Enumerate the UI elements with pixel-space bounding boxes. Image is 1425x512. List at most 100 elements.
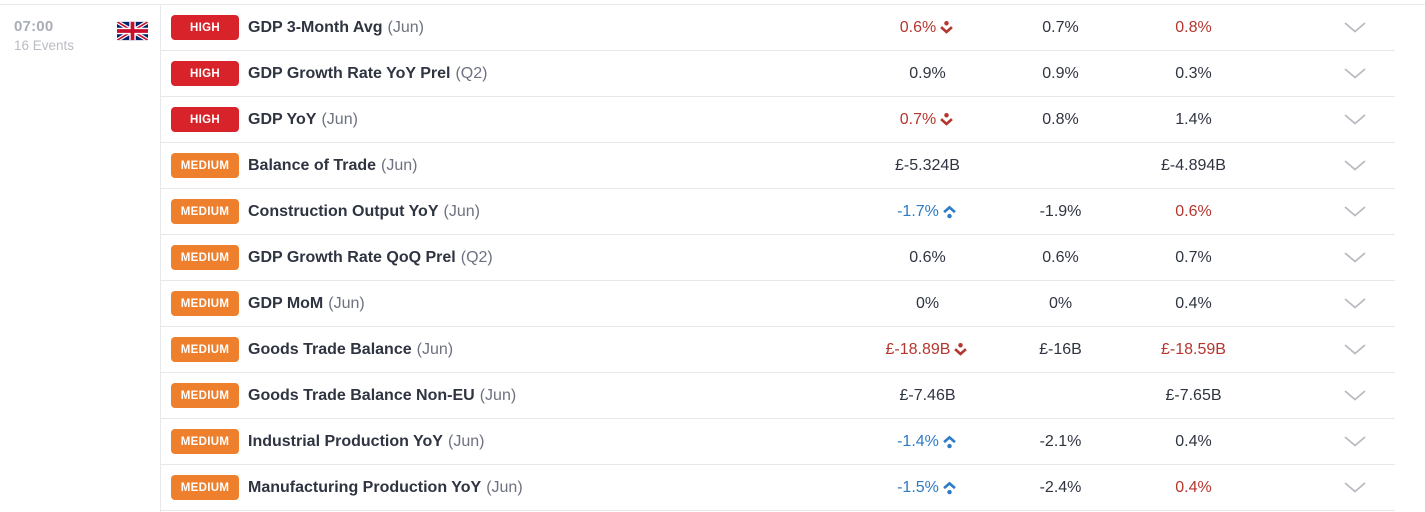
importance-badge: MEDIUM <box>171 475 239 500</box>
event-name: Goods Trade Balance (Jun) <box>248 341 861 359</box>
event-row[interactable]: HIGH GDP Growth Rate YoY Prel (Q2) 0.9% 0… <box>161 51 1395 97</box>
previous-value: 0.7% <box>1175 248 1212 266</box>
event-row[interactable]: MEDIUM Industrial Production YoY (Jun) -1… <box>161 419 1395 465</box>
previous-value: 0.4% <box>1175 432 1212 450</box>
previous-value: 0.8% <box>1175 18 1212 36</box>
importance-badge: MEDIUM <box>171 291 239 316</box>
trend-up-arrow-icon <box>941 203 958 220</box>
event-title: GDP YoY <box>248 110 317 128</box>
actual-value-text: £-5.324B <box>895 156 960 174</box>
consensus-value: 0% <box>1048 294 1073 312</box>
actual-value: -1.7% <box>861 203 994 221</box>
actual-value: -1.4% <box>861 433 994 451</box>
event-period: (Jun) <box>486 478 523 496</box>
event-row[interactable]: MEDIUM Goods Trade Balance (Jun) £-18.89B… <box>161 327 1395 373</box>
actual-value-text: -1.4% <box>897 432 939 450</box>
event-period: (Q2) <box>460 248 493 266</box>
previous-value: 0.6% <box>1175 202 1212 220</box>
previous-value: £-4.894B <box>1161 156 1226 174</box>
event-rows-list: HIGH GDP 3-Month Avg (Jun) 0.6% 0.7% 0.8%… <box>161 5 1395 512</box>
chevron-down-icon[interactable] <box>1343 435 1367 448</box>
chevron-down-icon[interactable] <box>1343 297 1367 310</box>
consensus-value: -2.4% <box>1039 478 1082 496</box>
trend-down-arrow-icon <box>938 111 955 128</box>
event-name: Goods Trade Balance Non-EU (Jun) <box>248 387 861 405</box>
actual-value-text: 0.9% <box>909 64 946 82</box>
consensus-value: £-16B <box>1039 340 1082 358</box>
time-group-cell: 07:00 16 Events <box>0 5 161 512</box>
event-title: Balance of Trade <box>248 156 377 174</box>
chevron-down-icon[interactable] <box>1343 113 1367 126</box>
consensus-value: 0.7% <box>1042 18 1079 36</box>
event-period: (Jun) <box>447 432 485 450</box>
previous-value: 0.4% <box>1175 294 1212 312</box>
actual-value: £-7.46B <box>861 387 994 405</box>
event-row[interactable]: HIGH GDP 3-Month Avg (Jun) 0.6% 0.7% 0.8% <box>161 5 1395 51</box>
chevron-down-icon[interactable] <box>1343 481 1367 494</box>
previous-value: 1.4% <box>1175 110 1212 128</box>
actual-value: £-5.324B <box>861 157 994 175</box>
event-name: GDP Growth Rate YoY Prel (Q2) <box>248 65 861 83</box>
actual-value-text: £-18.89B <box>885 340 951 358</box>
trend-down-arrow-icon <box>938 19 955 36</box>
event-period: (Jun) <box>328 294 365 312</box>
consensus-value: -1.9% <box>1039 202 1082 220</box>
event-period: (Jun) <box>443 202 480 220</box>
actual-value: £-18.89B <box>861 341 994 359</box>
actual-value-text: 0% <box>915 294 940 312</box>
event-title: Goods Trade Balance <box>248 340 412 358</box>
importance-badge: MEDIUM <box>171 245 239 270</box>
event-row[interactable]: MEDIUM Construction Output YoY (Jun) -1.7… <box>161 189 1395 235</box>
actual-value: -1.5% <box>861 479 994 497</box>
event-title: GDP 3-Month Avg <box>248 18 383 36</box>
event-row[interactable]: HIGH GDP YoY (Jun) 0.7% 0.8% 1.4% <box>161 97 1395 143</box>
event-title: GDP Growth Rate YoY Prel <box>248 64 451 82</box>
chevron-down-icon[interactable] <box>1343 159 1367 172</box>
event-title: Manufacturing Production YoY <box>248 478 482 496</box>
event-title: Goods Trade Balance Non-EU <box>248 386 475 404</box>
previous-value: £-7.65B <box>1165 386 1222 404</box>
chevron-down-icon[interactable] <box>1343 389 1367 402</box>
importance-badge: MEDIUM <box>171 199 239 224</box>
previous-value: £-18.59B <box>1161 340 1226 358</box>
actual-value-text: 0.6% <box>899 18 937 36</box>
trend-down-arrow-icon <box>952 341 969 358</box>
time-label: 07:00 <box>14 18 54 35</box>
event-row[interactable]: MEDIUM GDP MoM (Jun) 0% 0% 0.4% <box>161 281 1395 327</box>
event-title: GDP MoM <box>248 294 324 312</box>
event-count: 16 Events <box>14 38 75 53</box>
actual-value: 0.6% <box>861 19 994 37</box>
importance-badge: MEDIUM <box>171 429 239 454</box>
event-row[interactable]: MEDIUM Manufacturing Production YoY (Jun)… <box>161 465 1395 511</box>
importance-badge: MEDIUM <box>171 383 239 408</box>
event-period: (Jun) <box>416 340 454 358</box>
previous-value: 0.3% <box>1175 64 1212 82</box>
actual-value-text: 0.6% <box>909 248 946 266</box>
consensus-value: 0.6% <box>1042 248 1079 266</box>
importance-badge: MEDIUM <box>171 153 239 178</box>
actual-value: 0.6% <box>861 249 994 267</box>
event-period: (Jun) <box>321 110 358 128</box>
event-name: Manufacturing Production YoY (Jun) <box>248 479 861 497</box>
importance-badge: HIGH <box>171 107 239 132</box>
chevron-down-icon[interactable] <box>1343 251 1367 264</box>
event-row[interactable]: MEDIUM GDP Growth Rate QoQ Prel (Q2) 0.6%… <box>161 235 1395 281</box>
actual-value-text: -1.5% <box>897 478 939 496</box>
event-title: Industrial Production YoY <box>248 432 443 450</box>
actual-value-text: -1.7% <box>897 202 939 220</box>
event-name: Industrial Production YoY (Jun) <box>248 433 861 451</box>
actual-value-text: 0.7% <box>899 110 937 128</box>
event-name: GDP 3-Month Avg (Jun) <box>248 19 861 37</box>
chevron-down-icon[interactable] <box>1343 343 1367 356</box>
event-period: (Jun) <box>479 386 517 404</box>
event-name: GDP Growth Rate QoQ Prel (Q2) <box>248 249 861 267</box>
consensus-value: 0.9% <box>1042 64 1079 82</box>
chevron-down-icon[interactable] <box>1343 21 1367 34</box>
event-row[interactable]: MEDIUM Balance of Trade (Jun) £-5.324B £-… <box>161 143 1395 189</box>
event-row[interactable]: MEDIUM Goods Trade Balance Non-EU (Jun) £… <box>161 373 1395 419</box>
event-period: (Jun) <box>381 156 418 174</box>
chevron-down-icon[interactable] <box>1343 205 1367 218</box>
event-period: (Jun) <box>387 18 424 36</box>
event-name: GDP MoM (Jun) <box>248 295 861 313</box>
chevron-down-icon[interactable] <box>1343 67 1367 80</box>
